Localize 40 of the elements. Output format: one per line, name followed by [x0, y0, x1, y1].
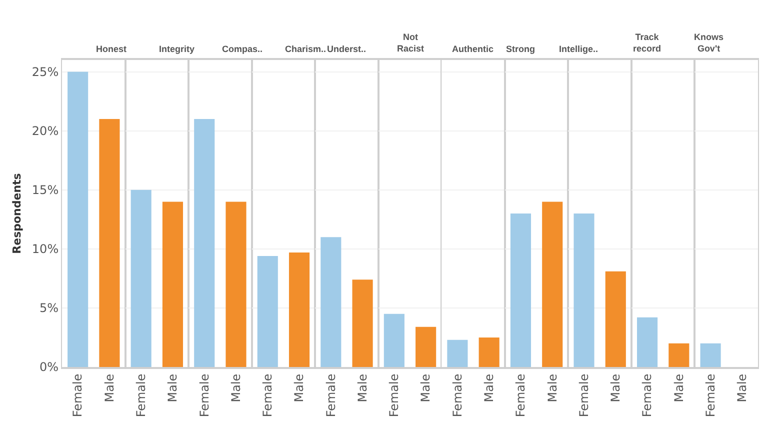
- chart-title: Compas..: [222, 44, 263, 54]
- x-tick-label: Female: [450, 374, 464, 418]
- x-tick-label: Male: [228, 374, 243, 402]
- x-tick-label: Male: [102, 374, 116, 402]
- x-tick-label: Male: [482, 374, 496, 402]
- y-tick-label: 20%: [32, 124, 59, 138]
- x-tick-label: Male: [608, 374, 623, 402]
- chart-title: Honest: [96, 44, 127, 54]
- x-tick-label: Female: [197, 374, 212, 418]
- chart-title: Underst..: [327, 44, 366, 54]
- y-tick-label: 0%: [40, 360, 59, 374]
- y-tick-label: 25%: [32, 65, 59, 80]
- y-tick-label: 5%: [40, 301, 59, 316]
- chart-title: Not Racist: [397, 32, 424, 54]
- x-tick-label: Female: [260, 374, 275, 418]
- x-tick-label: Female: [514, 374, 528, 418]
- x-tick-label: Female: [134, 374, 148, 418]
- x-tick-label: Female: [576, 374, 591, 418]
- y-tick-label: 10%: [32, 242, 59, 256]
- x-tick-label: Male: [672, 374, 686, 402]
- chart-title: Strong: [506, 44, 535, 54]
- x-tick-label: Female: [324, 374, 338, 418]
- x-tick-label: Female: [703, 374, 718, 418]
- x-tick-label: Male: [545, 374, 560, 402]
- chart-title: Knows Gov't: [694, 32, 724, 54]
- x-tick-label: Male: [735, 374, 750, 402]
- chart-title: Track record: [633, 32, 662, 54]
- y-axis-title: Respondents: [10, 172, 24, 254]
- x-tick-label: Male: [418, 374, 433, 402]
- chart-title: Charism..: [285, 44, 326, 54]
- x-tick-label: Female: [70, 374, 85, 418]
- chart-title: Authentic: [452, 44, 494, 54]
- x-tick-label: Female: [640, 374, 654, 418]
- x-tick-label: Female: [387, 374, 402, 418]
- chart-title: Intellige..: [559, 44, 598, 54]
- y-tick-label: 15%: [32, 183, 59, 198]
- x-tick-label: Male: [355, 374, 370, 402]
- x-tick-label: Male: [166, 374, 180, 402]
- x-tick-label: Male: [292, 374, 306, 402]
- chart-title: Integrity: [159, 44, 195, 54]
